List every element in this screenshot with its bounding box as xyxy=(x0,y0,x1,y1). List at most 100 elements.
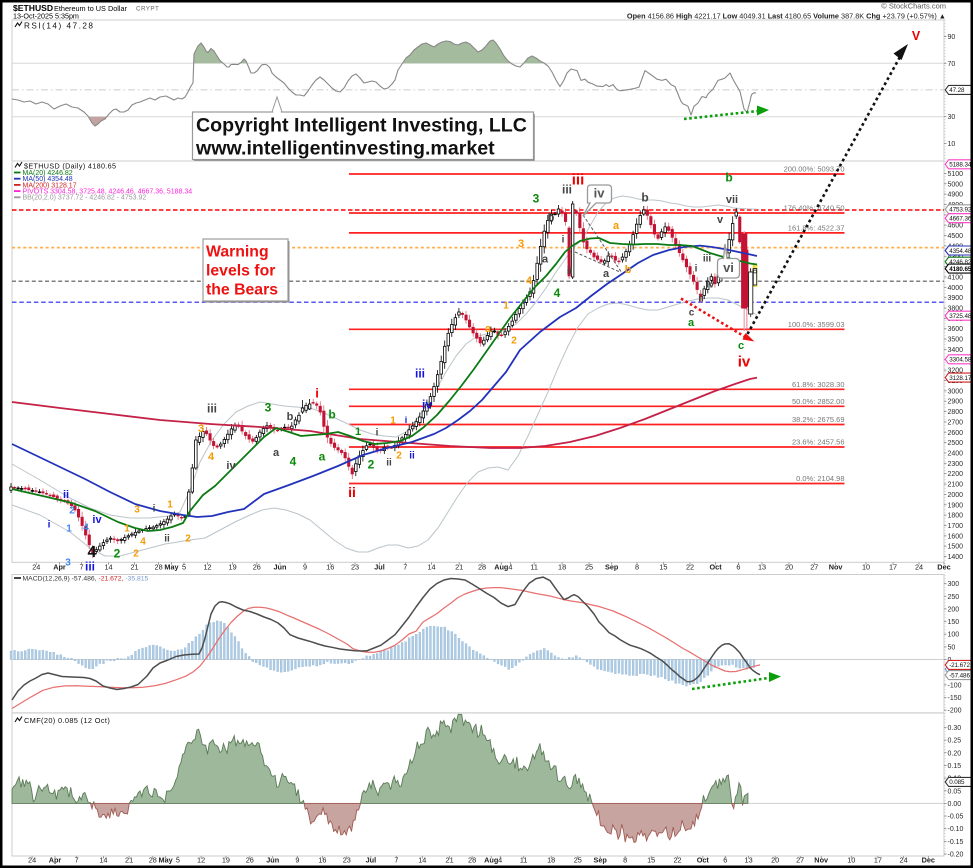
svg-text:iv: iv xyxy=(706,280,715,291)
svg-text:a: a xyxy=(603,268,610,280)
svg-text:Oct: Oct xyxy=(697,855,710,864)
svg-text:61.8%: 3028.30: 61.8%: 3028.30 xyxy=(792,380,845,389)
svg-text:23: 23 xyxy=(343,855,351,864)
svg-text:i: i xyxy=(695,264,698,275)
svg-text:22: 22 xyxy=(673,855,681,864)
svg-text:CMF(20) 0.085 (12 Oct): CMF(20) 0.085 (12 Oct) xyxy=(24,716,110,725)
svg-text:4753.92: 4753.92 xyxy=(949,207,972,214)
svg-text:150: 150 xyxy=(948,619,960,626)
svg-text:3200: 3200 xyxy=(948,368,964,375)
svg-text:Jul: Jul xyxy=(366,855,377,864)
svg-text:MA(50) 4354.48: MA(50) 4354.48 xyxy=(23,176,73,183)
svg-text:Sep: Sep xyxy=(594,855,608,864)
svg-text:1600: 1600 xyxy=(948,533,964,540)
svg-text:2: 2 xyxy=(511,336,517,347)
svg-text:12: 12 xyxy=(203,563,211,572)
svg-text:22: 22 xyxy=(686,563,694,572)
svg-text:levels for: levels for xyxy=(206,263,275,280)
svg-text:14: 14 xyxy=(99,855,107,864)
svg-text:ii: ii xyxy=(386,458,392,469)
svg-text:ii: ii xyxy=(164,534,170,545)
svg-text:3: 3 xyxy=(518,238,524,250)
svg-text:iv: iv xyxy=(594,186,606,201)
svg-text:15: 15 xyxy=(659,563,667,572)
svg-text:23: 23 xyxy=(351,563,359,572)
svg-text:4180.65: 4180.65 xyxy=(949,266,972,273)
svg-text:Nov: Nov xyxy=(814,855,829,864)
svg-text:4354.48: 4354.48 xyxy=(949,248,972,255)
svg-text:-57.486: -57.486 xyxy=(949,672,970,679)
svg-text:6: 6 xyxy=(723,855,727,864)
svg-text:4600: 4600 xyxy=(948,223,964,230)
svg-text:vii: vii xyxy=(726,194,738,206)
svg-text:4100: 4100 xyxy=(948,274,964,281)
svg-text:$ETHUSD (Daily) 4180.65: $ETHUSD (Daily) 4180.65 xyxy=(24,162,116,171)
svg-text:5188.34: 5188.34 xyxy=(949,162,972,169)
svg-text:a: a xyxy=(319,449,326,463)
svg-text:i: i xyxy=(376,428,379,439)
svg-text:Apr: Apr xyxy=(53,563,66,572)
svg-text:2600: 2600 xyxy=(948,430,964,437)
svg-text:24: 24 xyxy=(32,563,40,572)
svg-text:Aug: Aug xyxy=(484,855,498,864)
svg-text:Ethereum to US Dollar: Ethereum to US Dollar xyxy=(54,4,128,13)
svg-text:250: 250 xyxy=(948,594,960,601)
svg-text:70: 70 xyxy=(948,61,956,68)
svg-text:4667.36: 4667.36 xyxy=(949,215,972,222)
svg-text:ii: ii xyxy=(698,294,704,305)
svg-text:2000: 2000 xyxy=(948,492,964,499)
svg-text:3725.48: 3725.48 xyxy=(949,313,972,320)
svg-text:24: 24 xyxy=(915,563,923,572)
svg-text:PIVOTS 3304.58, 3725.48, 4246.: PIVOTS 3304.58, 3725.48, 4246.46, 4667.3… xyxy=(23,189,193,196)
svg-text:iii: iii xyxy=(207,401,217,415)
svg-text:Apr: Apr xyxy=(49,855,62,864)
svg-text:1: 1 xyxy=(390,416,396,427)
svg-text:-35.815: -35.815 xyxy=(949,666,970,673)
svg-text:ii: ii xyxy=(567,266,573,277)
svg-text:$ETHUSD: $ETHUSD xyxy=(13,3,53,13)
svg-text:iii: iii xyxy=(572,171,585,188)
svg-text:b: b xyxy=(287,411,294,423)
svg-text:5000: 5000 xyxy=(948,181,964,188)
svg-text:a: a xyxy=(273,447,280,459)
svg-text:4: 4 xyxy=(498,855,502,864)
svg-text:4246.82: 4246.82 xyxy=(949,259,972,266)
svg-text:i: i xyxy=(315,386,319,401)
svg-text:38.2%: 2675.69: 38.2%: 2675.69 xyxy=(792,415,845,424)
svg-text:13: 13 xyxy=(745,855,753,864)
svg-text:a: a xyxy=(542,253,549,265)
svg-text:Jun: Jun xyxy=(266,855,279,864)
svg-text:b: b xyxy=(548,212,555,224)
svg-text:25: 25 xyxy=(585,563,593,572)
svg-text:20: 20 xyxy=(785,563,793,572)
svg-text:1500: 1500 xyxy=(948,544,964,551)
svg-text:5: 5 xyxy=(176,855,180,864)
svg-text:3000: 3000 xyxy=(948,388,964,395)
svg-text:CRYPT: CRYPT xyxy=(136,6,159,13)
svg-text:7: 7 xyxy=(394,855,398,864)
svg-text:10: 10 xyxy=(862,563,870,572)
svg-text:MA(20) 4246.82: MA(20) 4246.82 xyxy=(23,170,73,177)
svg-text:47.28: 47.28 xyxy=(949,87,965,94)
svg-text:Aug: Aug xyxy=(494,563,508,572)
svg-text:a: a xyxy=(613,220,620,232)
svg-text:MACD(12,26,9) -57.486, -21.672: MACD(12,26,9) -57.486, -21.672, -35.815 xyxy=(23,576,149,583)
svg-text:11: 11 xyxy=(530,563,538,572)
svg-text:1: 1 xyxy=(167,500,173,511)
svg-text:12: 12 xyxy=(197,855,205,864)
svg-text:0.25: 0.25 xyxy=(948,738,962,745)
svg-text:0.00: 0.00 xyxy=(948,801,962,808)
svg-text:28: 28 xyxy=(468,855,476,864)
svg-text:3128.17: 3128.17 xyxy=(949,375,972,382)
svg-text:25: 25 xyxy=(574,855,582,864)
svg-text:3: 3 xyxy=(134,505,140,516)
svg-text:Warning: Warning xyxy=(206,244,269,261)
svg-text:-0.20: -0.20 xyxy=(948,852,964,859)
svg-text:2500: 2500 xyxy=(948,440,964,447)
svg-text:RSI(14) 47.28: RSI(14) 47.28 xyxy=(24,22,94,31)
svg-text:4: 4 xyxy=(526,275,533,287)
svg-text:13: 13 xyxy=(758,563,766,572)
svg-text:ii: ii xyxy=(409,451,415,462)
svg-text:the Bears: the Bears xyxy=(206,282,278,299)
svg-text:27: 27 xyxy=(796,855,804,864)
